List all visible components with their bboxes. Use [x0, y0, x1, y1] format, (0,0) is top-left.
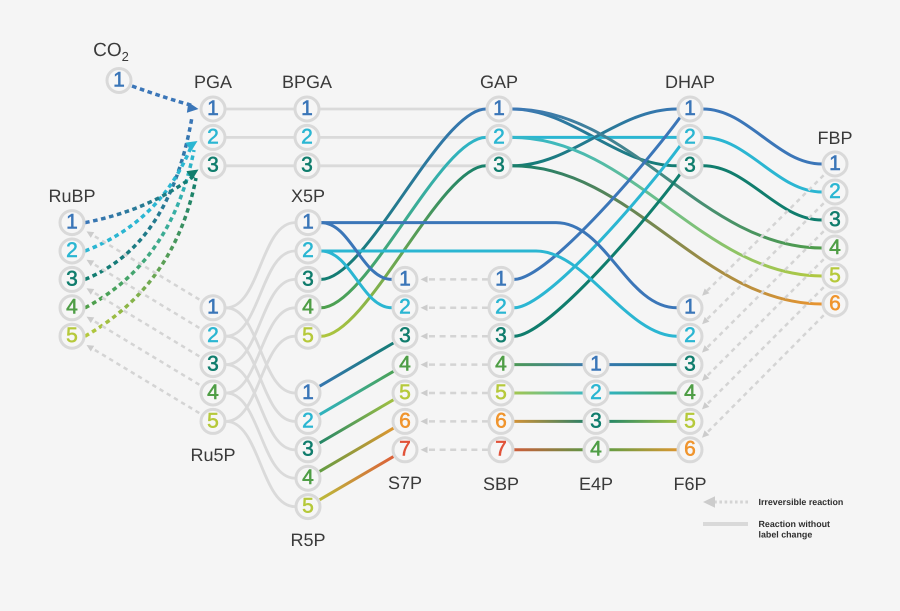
- svg-text:1: 1: [301, 97, 313, 120]
- svg-text:Ru5P: Ru5P: [190, 445, 235, 465]
- svg-text:5: 5: [302, 495, 314, 518]
- svg-text:Reaction without: Reaction without: [759, 519, 831, 529]
- svg-text:6: 6: [684, 438, 696, 461]
- svg-text:7: 7: [399, 438, 411, 461]
- svg-text:6: 6: [829, 292, 841, 315]
- svg-text:1: 1: [684, 97, 696, 120]
- svg-text:label change: label change: [759, 530, 813, 540]
- svg-text:2: 2: [493, 125, 505, 148]
- svg-text:1: 1: [302, 211, 314, 234]
- svg-text:4: 4: [590, 438, 602, 461]
- svg-text:2: 2: [302, 409, 314, 432]
- svg-text:5: 5: [495, 381, 507, 404]
- svg-text:Irreversible reaction: Irreversible reaction: [759, 497, 844, 507]
- svg-text:2: 2: [829, 180, 841, 203]
- svg-text:1: 1: [399, 267, 411, 290]
- svg-text:3: 3: [302, 438, 314, 461]
- svg-text:GAP: GAP: [480, 72, 518, 92]
- svg-text:4: 4: [207, 381, 219, 404]
- svg-text:3: 3: [829, 208, 841, 231]
- svg-text:2: 2: [684, 324, 696, 347]
- svg-text:1: 1: [66, 211, 78, 234]
- svg-text:1: 1: [302, 381, 314, 404]
- svg-text:3: 3: [590, 409, 602, 432]
- svg-text:2: 2: [399, 296, 411, 319]
- svg-text:6: 6: [495, 409, 507, 432]
- svg-text:5: 5: [829, 264, 841, 287]
- svg-text:SBP: SBP: [483, 474, 519, 494]
- svg-text:3: 3: [301, 154, 313, 177]
- svg-text:4: 4: [302, 296, 314, 319]
- svg-text:6: 6: [399, 409, 411, 432]
- svg-text:2: 2: [301, 125, 313, 148]
- svg-text:4: 4: [495, 353, 507, 376]
- svg-text:1: 1: [113, 68, 125, 91]
- svg-text:7: 7: [495, 438, 507, 461]
- svg-text:4: 4: [399, 353, 411, 376]
- svg-text:3: 3: [493, 154, 505, 177]
- svg-text:2: 2: [207, 125, 219, 148]
- svg-text:2: 2: [207, 324, 219, 347]
- svg-text:5: 5: [207, 409, 219, 432]
- svg-text:1: 1: [590, 353, 602, 376]
- svg-text:3: 3: [684, 353, 696, 376]
- svg-text:2: 2: [495, 296, 507, 319]
- svg-text:3: 3: [399, 324, 411, 347]
- svg-text:3: 3: [302, 267, 314, 290]
- svg-text:DHAP: DHAP: [665, 72, 715, 92]
- svg-text:S7P: S7P: [388, 473, 422, 493]
- svg-text:1: 1: [829, 152, 841, 175]
- svg-text:5: 5: [302, 324, 314, 347]
- svg-text:PGA: PGA: [194, 72, 232, 92]
- svg-text:1: 1: [207, 97, 219, 120]
- svg-text:1: 1: [684, 296, 696, 319]
- svg-text:1: 1: [495, 267, 507, 290]
- svg-text:4: 4: [66, 296, 78, 319]
- svg-text:CO2: CO2: [93, 40, 129, 64]
- svg-text:5: 5: [684, 409, 696, 432]
- svg-text:2: 2: [590, 381, 602, 404]
- svg-text:4: 4: [302, 466, 314, 489]
- svg-text:4: 4: [829, 236, 841, 259]
- svg-text:R5P: R5P: [290, 530, 325, 550]
- svg-text:5: 5: [399, 381, 411, 404]
- svg-text:2: 2: [302, 239, 314, 262]
- svg-text:1: 1: [207, 296, 219, 319]
- svg-text:X5P: X5P: [291, 186, 325, 206]
- svg-text:3: 3: [207, 353, 219, 376]
- svg-text:BPGA: BPGA: [282, 72, 332, 92]
- svg-text:F6P: F6P: [673, 474, 706, 494]
- svg-text:3: 3: [684, 154, 696, 177]
- svg-text:1: 1: [493, 97, 505, 120]
- svg-text:4: 4: [684, 381, 696, 404]
- svg-text:2: 2: [66, 239, 78, 262]
- svg-text:3: 3: [495, 324, 507, 347]
- svg-text:E4P: E4P: [579, 474, 613, 494]
- svg-text:3: 3: [207, 154, 219, 177]
- svg-text:5: 5: [66, 324, 78, 347]
- svg-text:2: 2: [684, 125, 696, 148]
- svg-text:3: 3: [66, 267, 78, 290]
- svg-text:RuBP: RuBP: [48, 186, 95, 206]
- svg-text:FBP: FBP: [817, 128, 852, 148]
